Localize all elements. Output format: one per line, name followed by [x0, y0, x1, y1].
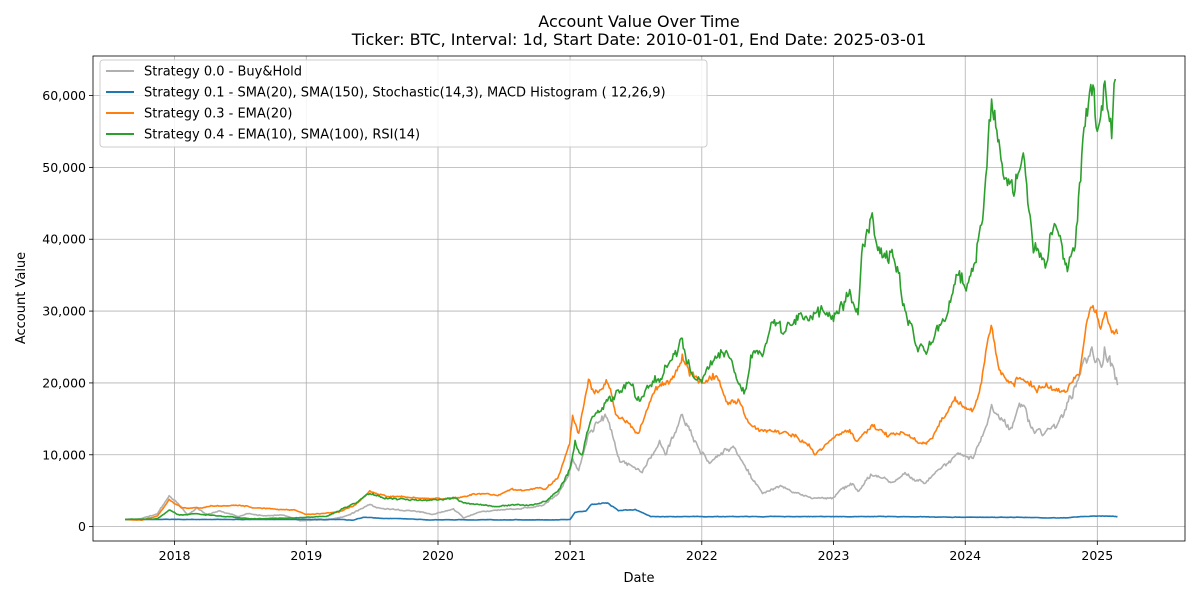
- x-tick-label: 2018: [159, 548, 191, 563]
- y-axis-ticks: 0 10,000 20,000 30,000 40,000 50,000 60,000: [42, 88, 93, 534]
- x-axis-ticks: 2018 2019 2020 2021 2022 2023 2024 2025: [159, 541, 1113, 563]
- series-line-2: [125, 304, 1119, 521]
- legend-entry: Strategy 0.4 - EMA(10), SMA(100), RSI(14…: [144, 128, 420, 143]
- series-line-3: [125, 78, 1117, 521]
- legend-box: [99, 59, 708, 148]
- x-tick-label: 2022: [686, 548, 718, 563]
- chart-title: Account Value Over Time: [538, 12, 739, 31]
- x-tick-label: 2020: [422, 548, 454, 563]
- x-tick-label: 2025: [1081, 548, 1113, 563]
- y-tick-label: 0: [78, 519, 86, 534]
- x-tick-label: 2021: [554, 548, 586, 563]
- y-tick-label: 10,000: [42, 447, 86, 462]
- y-tick-label: 50,000: [42, 160, 86, 175]
- x-tick-label: 2023: [818, 548, 850, 563]
- x-tick-label: 2019: [290, 548, 322, 563]
- legend-entry: Strategy 0.3 - EMA(20): [144, 107, 292, 122]
- x-tick-label: 2024: [949, 548, 981, 563]
- plot-frame: [92, 55, 1186, 542]
- y-tick-label: 30,000: [42, 304, 86, 319]
- legend-entry: Strategy 0.0 - Buy&Hold: [144, 65, 302, 80]
- series-line-1: [125, 502, 1118, 521]
- chart-subtitle: Ticker: BTC, Interval: 1d, Start Date: 2…: [351, 30, 927, 49]
- y-tick-label: 60,000: [42, 88, 86, 103]
- series-layer: [125, 78, 1119, 522]
- y-tick-label: 40,000: [42, 232, 86, 247]
- y-axis-label: Account Value: [14, 252, 29, 344]
- x-axis-label: Date: [623, 571, 654, 586]
- y-tick-label: 20,000: [42, 375, 86, 390]
- legend: Strategy 0.0 - Buy&Hold Strategy 0.1 - SM…: [99, 59, 708, 148]
- legend-entry: Strategy 0.1 - SMA(20), SMA(150), Stocha…: [144, 86, 666, 101]
